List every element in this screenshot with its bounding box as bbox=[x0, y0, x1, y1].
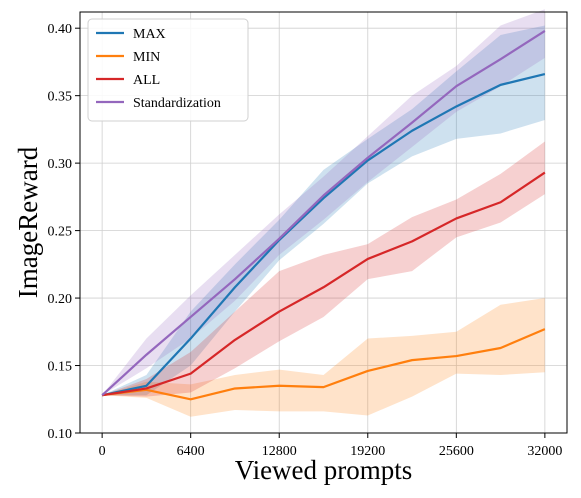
x-axis-ticks: 0 6400 12800 19200 25600 32000 bbox=[99, 433, 562, 459]
x-tick-label: 32000 bbox=[527, 444, 562, 459]
line-standardization bbox=[101, 29, 546, 397]
y-axis-label: ImageReward bbox=[13, 146, 43, 298]
y-axis-ticks: 0.10 0.15 0.20 0.25 0.30 0.35 0.40 bbox=[48, 22, 80, 442]
series-lines bbox=[101, 29, 546, 401]
y-tick-label: 0.20 bbox=[48, 292, 73, 307]
band-all bbox=[102, 141, 545, 397]
line-min bbox=[102, 328, 546, 401]
legend-box bbox=[87, 18, 249, 122]
x-axis-label: Viewed prompts bbox=[235, 455, 413, 485]
legend-label: ALL bbox=[133, 73, 160, 88]
line-all bbox=[101, 171, 546, 397]
y-tick-label: 0.15 bbox=[48, 360, 73, 375]
legend-label: Standardization bbox=[133, 96, 221, 111]
y-tick-label: 0.35 bbox=[48, 90, 73, 105]
x-tick-label: 6400 bbox=[177, 444, 205, 459]
plot-frame bbox=[79, 11, 568, 434]
band-min bbox=[102, 298, 545, 417]
y-tick-label: 0.40 bbox=[48, 22, 73, 37]
x-tick-label: 19200 bbox=[350, 444, 385, 459]
x-tick-label: 25600 bbox=[439, 444, 474, 459]
x-tick-label: 0 bbox=[99, 444, 106, 459]
legend: MAX MIN ALL Standardization bbox=[87, 18, 249, 122]
grid bbox=[80, 12, 567, 434]
y-tick-label: 0.25 bbox=[48, 225, 73, 240]
x-tick-label: 12800 bbox=[262, 444, 297, 459]
y-tick-label: 0.30 bbox=[48, 157, 73, 172]
y-tick-label: 0.10 bbox=[48, 427, 73, 442]
legend-label: MAX bbox=[133, 27, 166, 42]
line-max bbox=[101, 73, 546, 397]
legend-label: MIN bbox=[133, 50, 160, 65]
